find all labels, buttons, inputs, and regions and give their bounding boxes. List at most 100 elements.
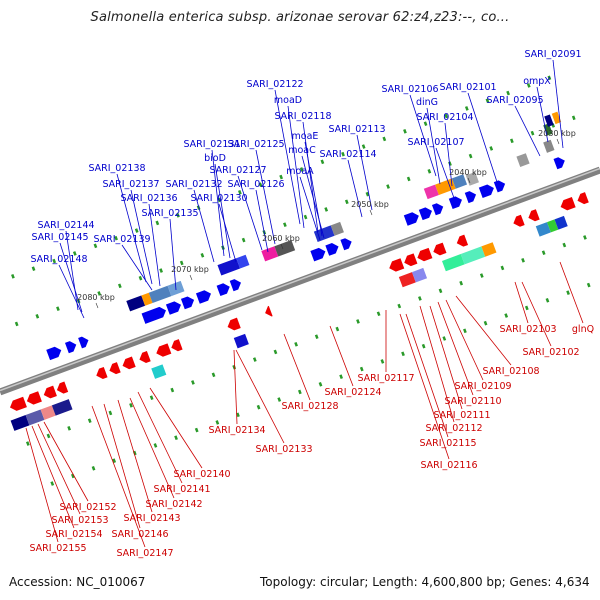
lower-track-block [25,409,45,426]
reverse-gene-arrow [109,362,121,375]
lower-track-block [398,272,416,288]
top-gene-label: SARI_02113 [328,124,385,135]
reverse-gene-arrow [122,356,136,370]
forward-gene-arrow [448,196,462,210]
track-tick [134,228,139,233]
top-leader-line [59,242,83,313]
top-leader-line [58,264,85,319]
top-gene-label: SARI_02101 [439,82,496,93]
track-tick [294,341,298,347]
forward-gene-arrow [493,180,506,193]
reverse-gene-arrow [577,192,589,205]
track-tick [217,197,222,203]
ruler-tick-label: 2040 kbp [449,168,487,177]
reverse-gene-arrow [26,391,42,405]
ruler-tick-label: 2030 kbp [538,129,576,138]
track-tick [129,403,133,408]
track-tick [521,258,525,263]
top-leader-line [218,203,237,263]
track-tick [215,420,220,425]
upper-track-block [543,123,553,136]
track-tick [200,252,205,258]
forward-gene-arrow [340,238,352,251]
bottom-leader-line [405,313,449,438]
track-tick [380,359,385,364]
top-gene-label: SARI_02126 [227,179,284,190]
bottom-gene-label: SARI_02147 [116,548,173,559]
top-leader-line [301,155,325,239]
bottom-gene-label: glnQ [572,324,594,335]
forward-gene-arrow [165,301,181,315]
top-gene-label: SARI_02125 [227,139,284,150]
upper-track-block [451,174,468,189]
track-tick [423,121,428,126]
lower-track-block [535,222,551,237]
reverse-gene-arrow [456,234,469,247]
bottom-gene-label: SARI_02142 [145,499,202,510]
track-tick [361,144,366,149]
top-leader-line [274,89,301,225]
upper-track-block [516,153,530,167]
track-tick [25,441,30,446]
track-tick [397,303,402,309]
top-gene-label: SARI_02131 [183,139,240,150]
track-tick [232,364,237,370]
top-leader-line [148,203,161,287]
track-tick [320,159,325,165]
track-tick [252,357,257,362]
bottom-gene-label: SARI_02134 [208,425,265,436]
track-tick [112,458,117,463]
bottom-gene-label: SARI_02109 [454,381,511,392]
top-gene-label: SARI_02137 [102,179,159,190]
upper-track-block [435,178,456,195]
track-tick [299,167,304,172]
forward-gene-arrow [78,336,89,349]
top-gene-label: SARI_02144 [37,220,94,231]
upper-track-block [261,246,279,262]
forward-gene-arrow [195,290,211,304]
ruler-tick-mark [369,209,373,216]
figure-title: Salmonella enterica subsp. arizonae sero… [90,10,510,25]
top-leader-line [426,107,441,185]
bottom-leader-line [329,325,354,387]
bottom-leader-line [91,405,146,548]
track-tick [194,427,199,433]
track-tick [500,265,505,271]
lower-track-block [151,364,167,379]
track-tick [283,222,287,228]
top-leader-line [347,159,363,218]
track-tick [277,397,282,402]
bottom-gene-label: SARI_02108 [482,366,539,377]
track-tick [67,425,71,431]
track-tick [318,381,323,387]
bottom-leader-line [437,301,474,396]
bottom-leader-line [445,299,484,381]
track-tick [566,290,570,296]
top-leader-line [211,149,225,257]
reverse-gene-arrow [156,343,172,357]
bottom-leader-line [514,281,529,324]
track-tick [14,321,19,327]
top-leader-line [435,147,455,199]
bottom-leader-line [559,261,584,324]
bottom-gene-label: SARI_02111 [433,410,490,421]
track-tick [339,374,343,379]
top-leader-line [467,92,498,183]
top-leader-line [116,173,147,283]
track-tick [526,83,531,88]
ruler-tick-label: 2070 kbp [171,265,209,274]
upper-track-block [465,171,479,186]
track-tick [356,319,360,324]
forward-gene-arrow [478,184,494,198]
lower-track-block [51,399,73,416]
bottom-gene-label: SARI_02128 [281,401,338,412]
reverse-gene-arrow [56,381,69,394]
track-tick [241,237,246,243]
ruler-tick-mark [467,177,471,184]
track-tick [72,251,77,256]
track-tick [586,282,591,288]
forward-gene-arrow [310,247,326,262]
bottom-leader-line [103,403,141,529]
track-tick [547,75,552,81]
track-tick [31,266,36,272]
